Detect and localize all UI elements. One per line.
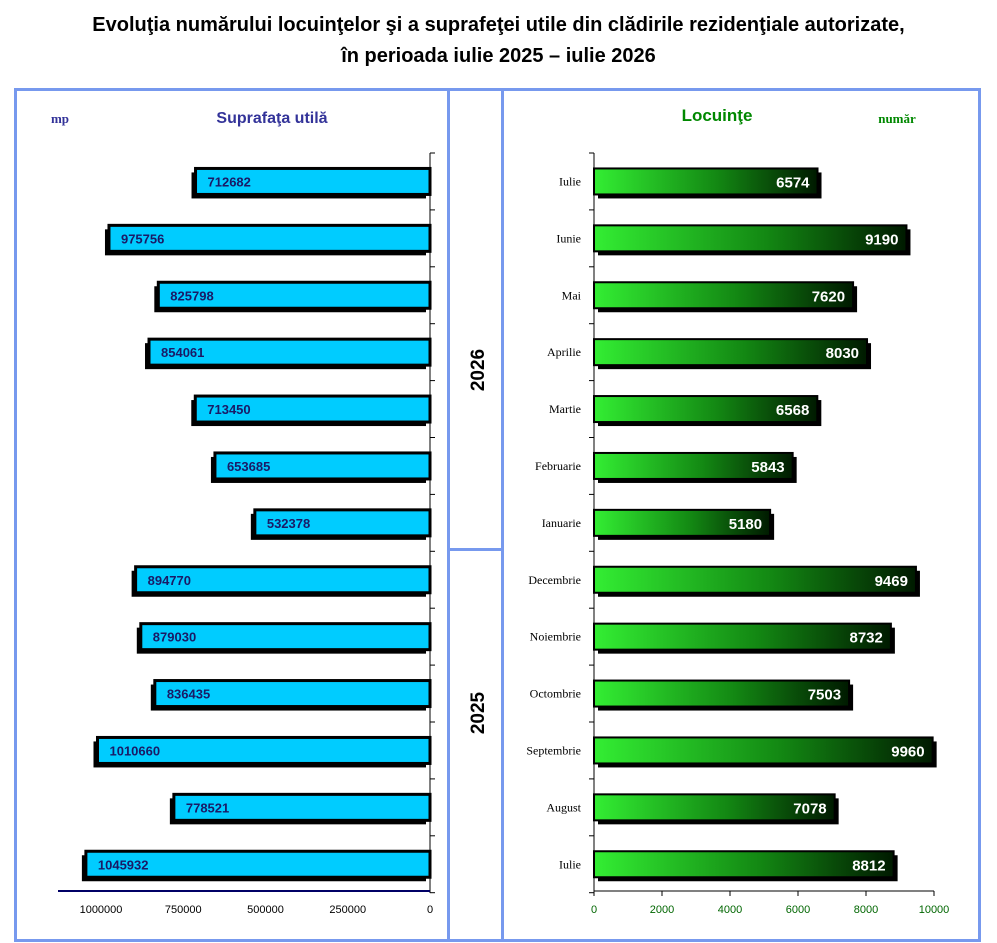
right-tick-label: 4000 <box>718 904 742 916</box>
year-label: 2026 <box>468 349 489 391</box>
right-bar-value-label: 8732 <box>850 630 883 647</box>
year-label: 2025 <box>468 691 489 734</box>
left-bar <box>172 792 432 822</box>
left-bar <box>84 849 432 879</box>
year-panel: 2026 2025 <box>449 349 502 734</box>
category-label: August <box>546 800 581 814</box>
left-tick-label: 1000000 <box>80 904 123 916</box>
left-bar-value-label: 778521 <box>186 800 229 815</box>
category-label: Noiembrie <box>530 630 581 644</box>
right-tick-label: 8000 <box>854 904 878 916</box>
right-bar-value-label: 5180 <box>729 516 762 533</box>
right-bar <box>593 679 851 708</box>
left-tick-label: 500000 <box>247 904 284 916</box>
right-bar-value-label: 9960 <box>891 743 924 760</box>
left-bar-value-label: 879030 <box>153 630 196 645</box>
left-bar <box>139 622 432 652</box>
right-bar <box>593 281 855 310</box>
right-bar-value-label: 9190 <box>865 231 898 248</box>
right-bar <box>593 167 819 196</box>
category-label: Septembrie <box>526 743 581 757</box>
left-bar-value-label: 713450 <box>207 402 250 417</box>
left-chart-title: Suprafaţa utilă <box>216 110 327 127</box>
left-bar-value-label: 854061 <box>161 345 204 360</box>
left-bar <box>194 166 432 196</box>
left-bar-value-label: 712682 <box>208 174 251 189</box>
right-chart-title: Locuinţe <box>682 106 753 125</box>
right-bar <box>593 224 908 253</box>
right-panel: Locuinţe număr 0 2000 4000 6000 8000 10000 Iulie… <box>526 106 949 916</box>
left-bar-value-label: 532378 <box>267 516 310 531</box>
category-label: Aprilie <box>547 345 581 359</box>
left-bar-value-label: 975756 <box>121 231 164 246</box>
right-tick-label: 2000 <box>650 904 674 916</box>
left-bar-value-label: 1010660 <box>109 743 160 758</box>
left-bar <box>107 223 432 253</box>
left-bar <box>213 451 432 481</box>
left-bar-value-label: 825798 <box>170 288 213 303</box>
right-bar <box>593 338 869 367</box>
left-bar <box>156 280 432 310</box>
category-label: Decembrie <box>528 573 581 587</box>
right-bar <box>593 395 819 424</box>
right-bar <box>593 793 836 822</box>
right-bar <box>593 451 794 480</box>
year-panel-border <box>447 88 504 942</box>
category-label: Iulie <box>559 174 581 188</box>
right-unit-label: număr <box>878 111 916 126</box>
left-bar-value-label: 894770 <box>148 573 191 588</box>
left-tick-label: 750000 <box>165 904 202 916</box>
chart-title: Evoluţia numărului locuinţelor şi a supr… <box>0 10 997 72</box>
category-label: Iunie <box>556 231 581 245</box>
left-bar-value-label: 1045932 <box>98 857 149 872</box>
category-label: Februarie <box>535 459 581 473</box>
right-panel-border <box>501 88 981 942</box>
left-bar <box>253 508 432 538</box>
left-bar-value-label: 836435 <box>167 687 210 702</box>
right-bar-value-label: 7078 <box>793 800 826 817</box>
chart-frame <box>14 88 981 942</box>
right-bar <box>593 565 917 594</box>
category-label: Octombrie <box>530 687 581 701</box>
category-label: Martie <box>549 402 581 416</box>
left-bar <box>95 735 432 765</box>
left-bar-value-label: 653685 <box>227 459 270 474</box>
category-label: Mai <box>562 288 582 302</box>
left-bar <box>134 565 432 595</box>
right-bar-value-label: 9469 <box>875 573 908 590</box>
left-bar <box>193 394 432 424</box>
left-bar <box>147 337 432 367</box>
right-tick-label: 10000 <box>919 904 950 916</box>
right-bar <box>593 508 772 537</box>
right-tick-label: 0 <box>591 904 597 916</box>
right-bar-value-label: 5843 <box>751 459 784 476</box>
left-tick-label: 0 <box>427 904 433 916</box>
right-bar-value-label: 6568 <box>776 402 809 419</box>
left-tick-label: 250000 <box>329 904 366 916</box>
right-bar-value-label: 8812 <box>852 857 885 874</box>
left-bar <box>153 679 432 709</box>
right-bar-value-label: 7503 <box>808 687 841 704</box>
right-bar-value-label: 6574 <box>776 174 810 191</box>
right-bar <box>593 850 895 879</box>
right-bar <box>593 736 934 765</box>
left-panel: mp Suprafaţa utilă 1000000 750000 500000 2500… <box>51 110 435 916</box>
left-unit-label: mp <box>51 111 69 126</box>
right-tick-label: 6000 <box>786 904 810 916</box>
category-label: Iulie <box>559 857 581 871</box>
category-label: Ianuarie <box>542 516 581 530</box>
title-line-2: în perioada iulie 2025 – iulie 2026 <box>341 45 656 67</box>
right-bar-value-label: 7620 <box>812 288 845 305</box>
title-line-1: Evoluţia numărului locuinţelor şi a supr… <box>92 14 905 36</box>
right-bar <box>593 622 892 651</box>
right-bar-value-label: 8030 <box>826 345 859 362</box>
